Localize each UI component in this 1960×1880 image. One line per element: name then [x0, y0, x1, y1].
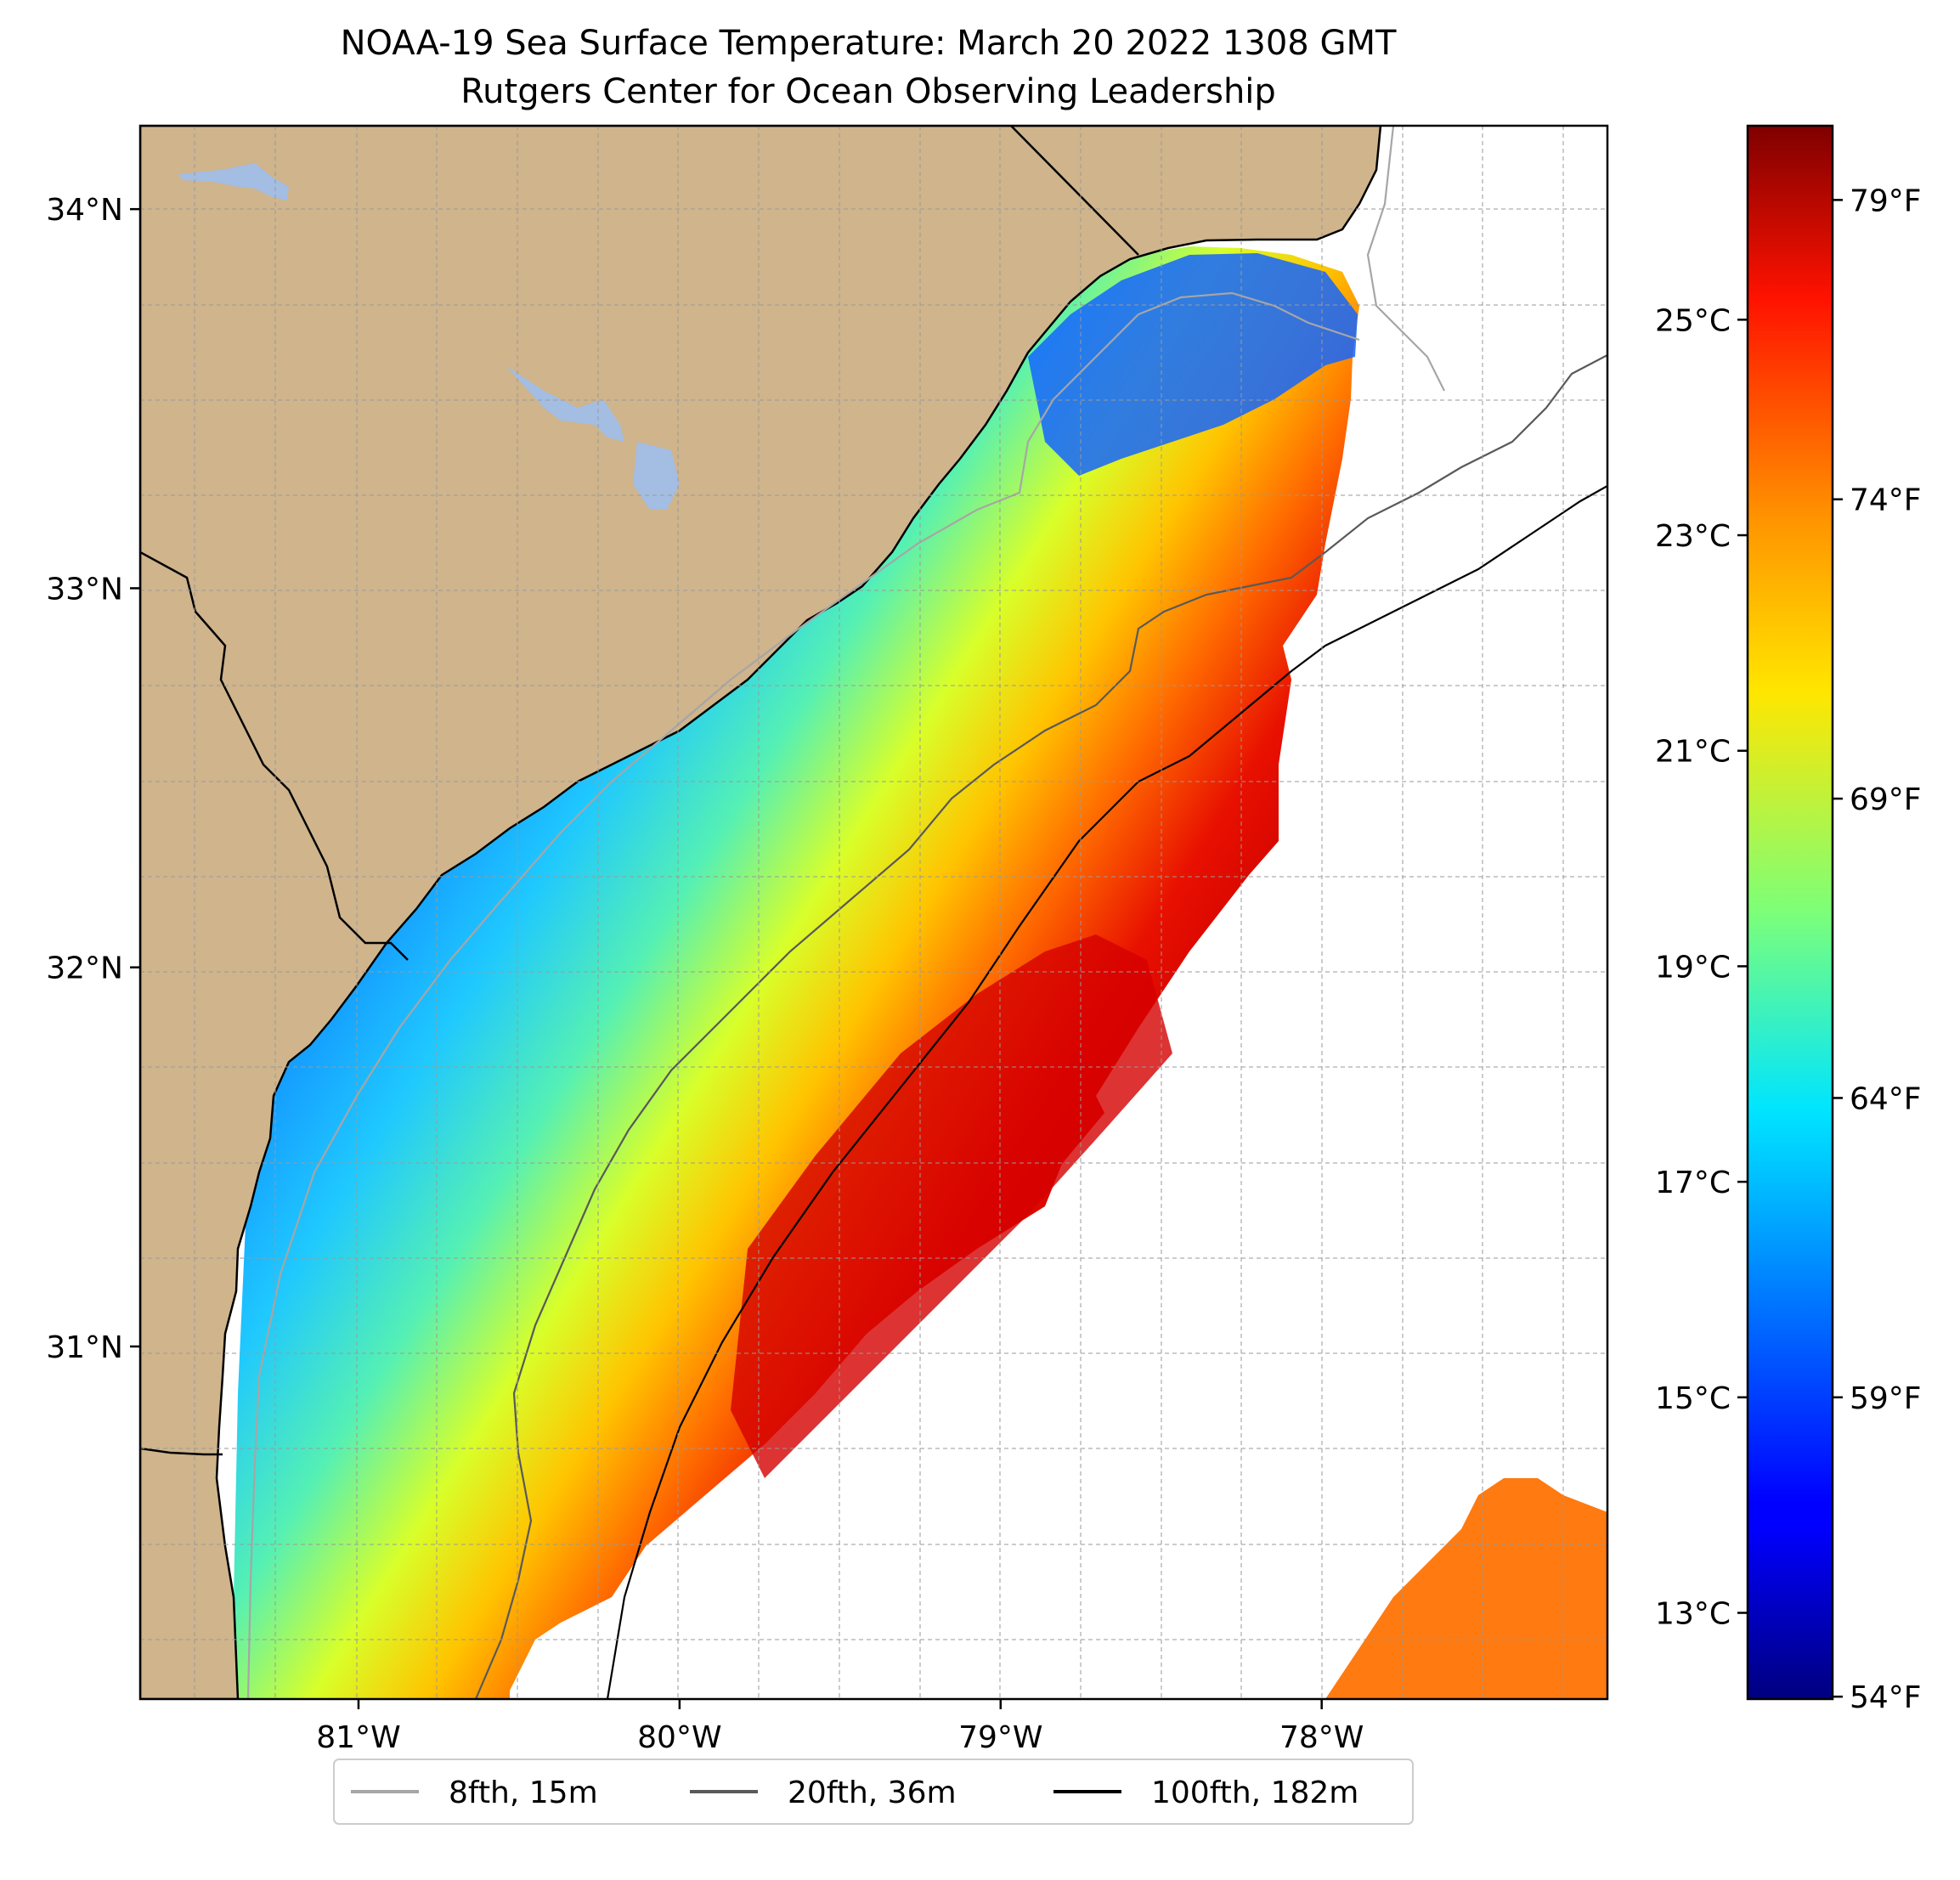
cold-coastal-water: [1028, 253, 1358, 476]
map-axes: [140, 126, 1607, 1699]
state-boundary-nc-sc: [1010, 126, 1139, 256]
legend-label-20fth: 20fth, 36m: [788, 1776, 957, 1810]
celsius-tick-label: 17°C: [1655, 1166, 1731, 1200]
lake-marion: [178, 163, 289, 200]
fahrenheit-tick-label: 54°F: [1850, 1680, 1922, 1715]
legend: 8fth, 15m 20fth, 36m 100fth, 182m: [333, 1759, 1414, 1825]
colorbar-scale: [1746, 124, 1834, 1701]
fahrenheit-tick-label: 79°F: [1850, 183, 1922, 218]
state-boundary-sc-ga: [140, 550, 409, 961]
land: [140, 126, 1382, 1699]
lon-tick-label: 81°W: [316, 1720, 400, 1755]
title: NOAA-19 Sea Surface Temperature: March 2…: [341, 24, 1397, 111]
fahrenheit-tick-label: 74°F: [1850, 483, 1922, 518]
lake-east: [633, 442, 680, 510]
celsius-tick-label: 21°C: [1655, 735, 1731, 770]
fahrenheit-tick-label: 69°F: [1850, 782, 1922, 817]
fahrenheit-tick-label: 64°F: [1850, 1081, 1922, 1116]
title-line-2: Rutgers Center for Ocean Observing Leade…: [460, 72, 1276, 111]
lat-tick-label: 32°N: [46, 951, 123, 986]
axis-ticks: 81°W 80°W 79°W 78°W 34°N 33°N 32°N 31°N: [46, 193, 1364, 1755]
celsius-tick-label: 23°C: [1655, 519, 1731, 554]
celsius-tick-label: 13°C: [1655, 1597, 1731, 1632]
legend-label-100fth: 100fth, 182m: [1151, 1776, 1358, 1810]
lat-tick-label: 33°N: [46, 572, 123, 607]
celsius-tick-label: 25°C: [1655, 303, 1731, 338]
lat-tick-label: 34°N: [46, 193, 123, 228]
gridlines: [140, 126, 1607, 1699]
state-boundary-ga-fl: [140, 1447, 223, 1456]
legend-box: [333, 1759, 1414, 1825]
isobath-182m: [606, 485, 1607, 1699]
legend-label-8fth: 8fth, 15m: [449, 1776, 598, 1810]
colorbar-ticks: 13°C 15°C 17°C 19°C 21°C 23°C 25°C 54°F 59°F 64°F…: [1655, 183, 1921, 1715]
colorbar: 13°C 15°C 17°C 19°C 21°C 23°C 25°C 54°F 59°F 64°F…: [1655, 124, 1922, 1715]
lake-moultrie: [506, 365, 624, 442]
fahrenheit-tick-label: 59°F: [1850, 1381, 1922, 1416]
isobath-15m: [246, 126, 1445, 1699]
map-frame: [138, 124, 1609, 1701]
lon-tick-label: 80°W: [637, 1720, 721, 1755]
warm-water-patch-southeast: [1325, 1478, 1607, 1699]
title-line-1: NOAA-19 Sea Surface Temperature: March 2…: [341, 24, 1397, 63]
lakes: [178, 163, 680, 510]
celsius-tick-label: 15°C: [1655, 1381, 1731, 1416]
celsius-tick-label: 19°C: [1655, 950, 1731, 985]
lon-tick-label: 78°W: [1279, 1720, 1364, 1755]
lat-tick-label: 31°N: [46, 1330, 123, 1365]
lon-tick-label: 79°W: [958, 1720, 1042, 1755]
warm-core-water: [731, 934, 1172, 1478]
isobath-36m: [474, 354, 1607, 1699]
sst-field: [229, 246, 1359, 1699]
